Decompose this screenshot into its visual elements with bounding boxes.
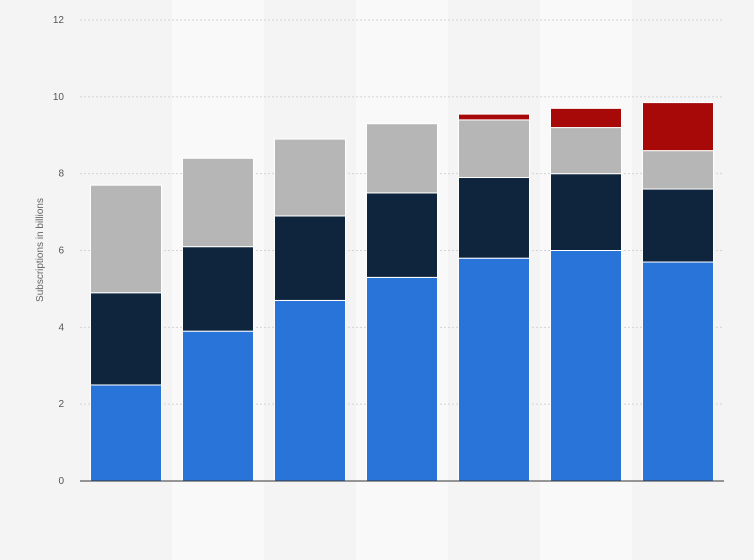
bar-segment-series-1 — [366, 276, 438, 482]
bar-segment-series-1 — [90, 384, 162, 482]
bar-segment-series-3 — [274, 138, 346, 217]
bar-segment-series-2 — [550, 173, 622, 252]
bar-segment-series-1 — [274, 299, 346, 482]
bar-segment-series-4 — [550, 107, 622, 129]
bar-segment-series-2 — [182, 246, 254, 332]
bar-segment-series-3 — [90, 184, 162, 294]
bar-segment-series-2 — [90, 292, 162, 386]
y-tick-label: 4 — [58, 322, 64, 333]
bar-segment-series-4 — [458, 113, 530, 121]
y-tick-label: 0 — [58, 476, 64, 487]
y-axis-ticks: 0 2 4 6 8 10 12 — [53, 15, 65, 487]
bar-segment-series-2 — [458, 177, 530, 259]
bar-segment-series-1 — [550, 250, 622, 482]
bar-segment-series-3 — [642, 150, 714, 190]
bar-segment-series-2 — [366, 192, 438, 278]
bar-segment-series-3 — [550, 127, 622, 175]
y-axis-label: Subscriptions in billions — [35, 198, 46, 302]
bar-segment-series-2 — [642, 188, 714, 263]
bars — [90, 102, 714, 482]
y-tick-label: 12 — [53, 15, 65, 26]
y-tick-label: 8 — [58, 169, 64, 180]
bar-segment-series-3 — [458, 119, 530, 179]
bar-segment-series-3 — [182, 157, 254, 248]
bar-segment-series-1 — [182, 330, 254, 482]
y-tick-label: 6 — [58, 246, 64, 257]
bar-segment-series-1 — [458, 257, 530, 482]
bar-segment-series-1 — [642, 261, 714, 482]
bar-segment-series-3 — [366, 123, 438, 194]
y-tick-label: 10 — [53, 92, 65, 103]
bar-segment-series-2 — [274, 215, 346, 301]
bar-segment-series-4 — [642, 102, 714, 152]
y-tick-label: 2 — [58, 399, 64, 410]
